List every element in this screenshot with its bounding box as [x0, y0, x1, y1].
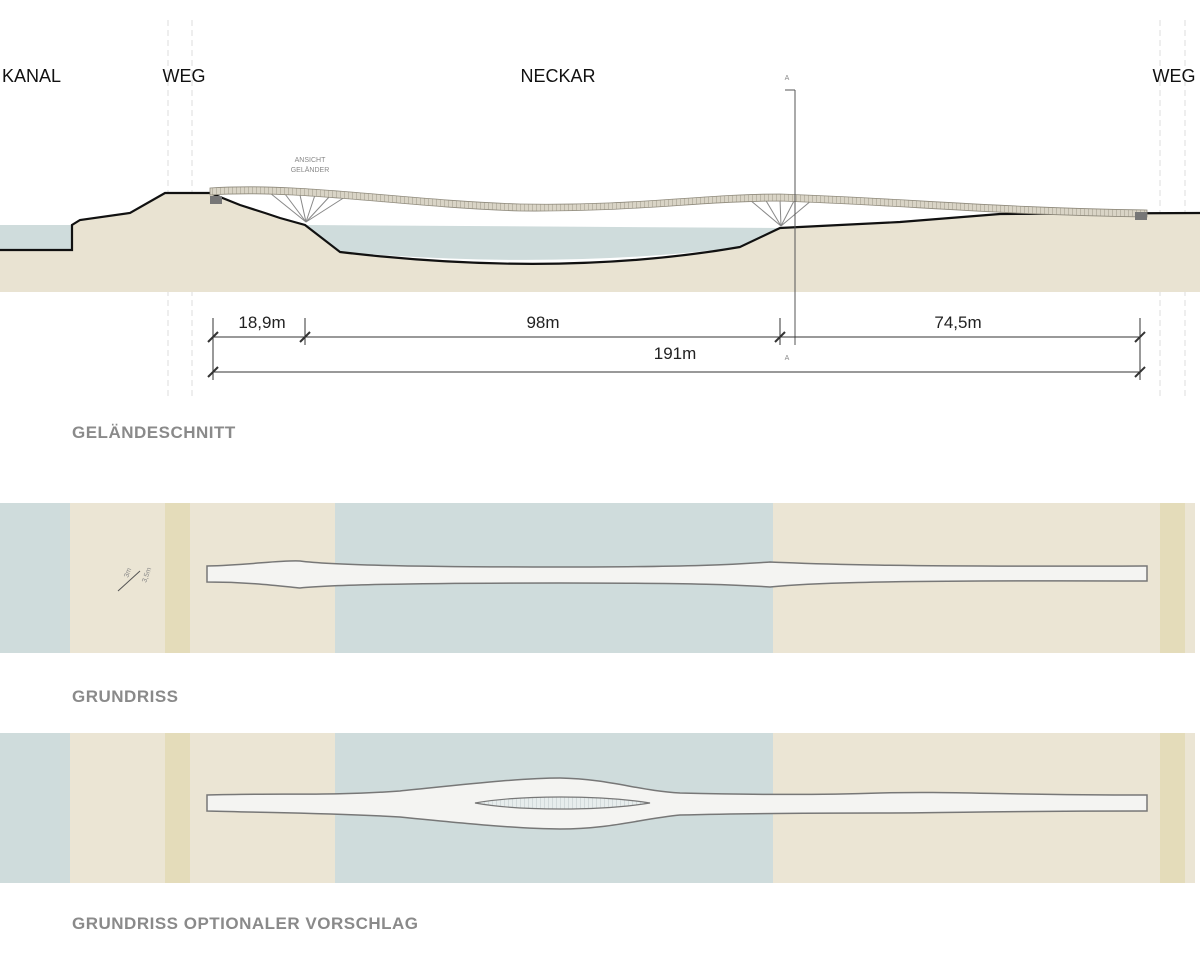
land	[1185, 503, 1195, 653]
land	[70, 733, 165, 883]
label: WEG	[163, 66, 206, 86]
abutment	[210, 196, 222, 204]
land	[1185, 733, 1195, 883]
plan: 3m 3,5m	[0, 503, 1195, 653]
deck-opening	[474, 796, 651, 810]
dimension: 74,5m	[934, 313, 981, 332]
heading: GRUNDRISS OPTIONALER VORSCHLAG	[72, 914, 419, 933]
path	[1160, 733, 1185, 883]
deck-width: 3,5m	[141, 567, 153, 584]
land	[70, 503, 165, 653]
dimension: 191m	[654, 344, 697, 363]
ground	[0, 193, 1200, 292]
river-water	[305, 225, 780, 260]
heading: GELÄNDESCHNITT	[72, 423, 236, 442]
path	[1160, 503, 1185, 653]
section-marker: A	[785, 75, 790, 82]
dimension-lines	[207, 318, 1146, 380]
path	[165, 503, 190, 653]
canal	[0, 733, 70, 883]
section-marker: A	[785, 355, 790, 362]
dimension: 98m	[526, 313, 559, 332]
canal-water	[0, 225, 72, 251]
canal	[0, 503, 70, 653]
label: KANAL	[2, 66, 61, 86]
label: WEG	[1153, 66, 1196, 86]
annotation: ANSICHT	[295, 157, 326, 164]
dimension-mark	[117, 570, 141, 592]
heading: GRUNDRISS	[72, 687, 179, 706]
path	[165, 733, 190, 883]
annotation: GELÄNDER	[291, 166, 330, 174]
bridge-deck	[209, 186, 1148, 218]
plan-option	[0, 733, 1195, 883]
support-right	[749, 198, 813, 227]
bridge-deck	[206, 560, 1148, 589]
bridge-deck	[206, 777, 1148, 830]
support-left	[269, 192, 346, 223]
dimension: 18,9m	[238, 313, 285, 332]
label: NECKAR	[520, 66, 595, 86]
deck-width: 3m	[123, 567, 133, 579]
section: A A KANAL WEG NECKAR WEG ANSICHT GELÄNDE…	[0, 20, 1200, 442]
abutment	[1135, 212, 1147, 220]
